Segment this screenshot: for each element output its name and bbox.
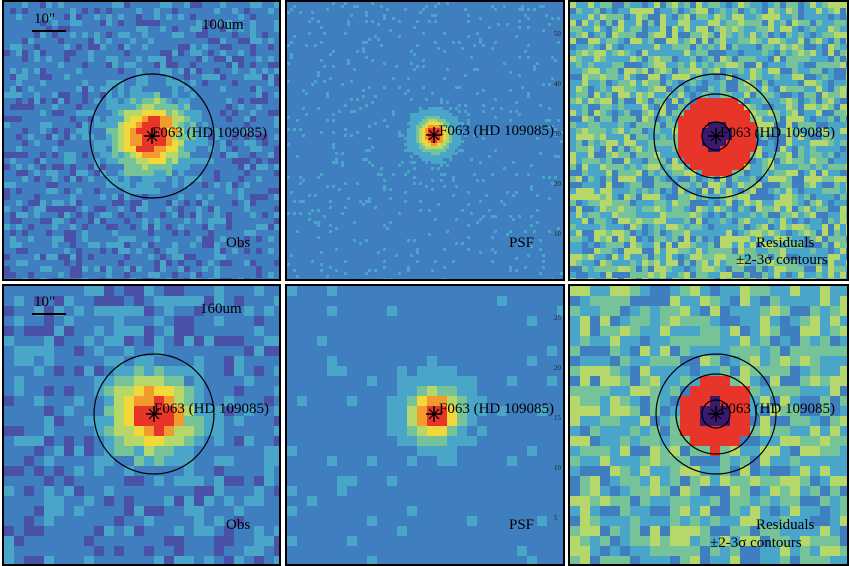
scale-bar-label: 10": [34, 11, 56, 27]
source-marker: [426, 406, 442, 422]
pixel-grid: [287, 286, 563, 564]
aperture-circle: [655, 353, 777, 475]
panel-corner-label: PSF: [509, 517, 535, 533]
aperture-circle: [93, 353, 215, 475]
scale-bar: [32, 313, 66, 315]
panel-160um-residuals: F063 (HD 109085) Residuals ±2-3σ contour…: [568, 284, 849, 566]
panel-corner-label: Residuals: [756, 235, 815, 251]
band-label: 100um: [202, 17, 244, 33]
band-label: 160um: [200, 301, 242, 317]
source-marker: [708, 406, 724, 422]
obs-image-100um: [4, 2, 279, 279]
pixel-grid: [287, 2, 563, 279]
source-marker: [146, 406, 162, 422]
psf-axis-ticks: 50 40 30 20 10: [554, 30, 561, 238]
source-label: F063 (HD 109085): [439, 123, 554, 139]
panel-corner-label: PSF: [509, 235, 535, 251]
source-label: F063 (HD 109085): [154, 401, 269, 417]
panel-corner-label: Obs: [226, 517, 251, 533]
panel-160um-obs: 10" 160um F063 (HD 109085) Obs: [2, 284, 281, 566]
panel-corner-label-2: ±2-3σ contours: [710, 535, 802, 551]
residual-image-160um: [570, 286, 847, 564]
psf-image-100um: [287, 2, 563, 279]
source-label: F063 (HD 109085): [152, 125, 267, 141]
pixel-grid: [570, 2, 847, 279]
panel-corner-label: Obs: [226, 235, 251, 251]
source-marker: [708, 128, 724, 144]
residual-contour: [675, 373, 757, 455]
aperture-circle: [653, 73, 779, 199]
panel-100um-psf: F063 (HD 109085) PSF 50 40 30 20 10: [285, 0, 565, 281]
source-label: F063 (HD 109085): [720, 125, 835, 141]
source-marker: [426, 127, 442, 143]
pixel-grid: [4, 286, 279, 564]
obs-image-160um: [4, 286, 279, 564]
residual-contour: [673, 93, 759, 179]
pixel-grid: [4, 2, 279, 279]
scale-bar: [32, 30, 66, 32]
residual-contour-inner: [701, 399, 731, 429]
panel-corner-label: Residuals: [756, 517, 815, 533]
psf-axis-ticks: 25 20 15 10 5: [554, 314, 561, 522]
residual-contour-inner: [701, 121, 731, 151]
residual-image-100um: [570, 2, 847, 279]
panel-100um-obs: 10" 100um F063 (HD 109085) Obs: [2, 0, 281, 281]
pixel-grid: [570, 286, 847, 564]
aperture-circle: [89, 73, 215, 199]
source-label: F063 (HD 109085): [439, 401, 554, 417]
panel-160um-psf: F063 (HD 109085) PSF 25 20 15 10 5: [285, 284, 565, 566]
panel-corner-label-2: ±2-3σ contours: [736, 252, 828, 268]
source-label: F063 (HD 109085): [720, 401, 835, 417]
scale-bar-label: 10": [34, 294, 56, 310]
psf-image-160um: [287, 286, 563, 564]
panel-100um-residuals: F063 (HD 109085) Residuals ±2-3σ contour…: [568, 0, 849, 281]
source-marker: [144, 128, 160, 144]
